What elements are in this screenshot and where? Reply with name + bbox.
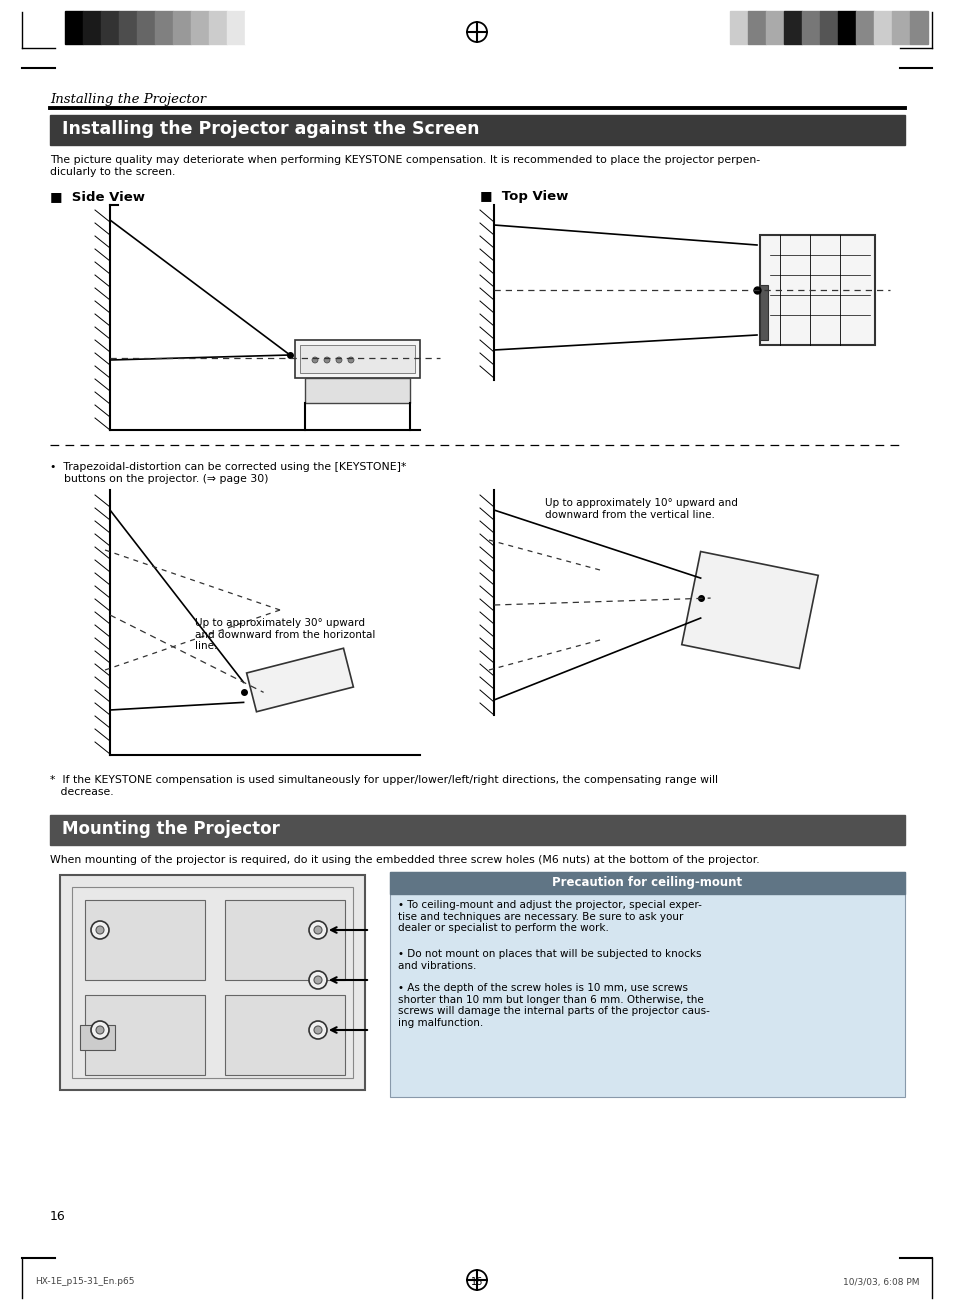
Bar xyxy=(65,11,83,45)
Text: • As the depth of the screw holes is 10 mm, use screws
shorter than 10 mm but lo: • As the depth of the screw holes is 10 … xyxy=(397,983,709,1028)
Text: ■  Side View: ■ Side View xyxy=(50,190,145,204)
Bar xyxy=(760,285,767,340)
Bar xyxy=(137,11,154,45)
Circle shape xyxy=(309,972,327,989)
Bar xyxy=(71,888,353,1078)
Bar xyxy=(85,899,205,979)
Bar xyxy=(245,11,263,45)
Bar xyxy=(299,345,415,373)
Text: 16: 16 xyxy=(50,1211,66,1222)
Bar xyxy=(80,1025,115,1050)
Bar xyxy=(390,872,904,894)
Circle shape xyxy=(324,357,330,362)
Bar xyxy=(855,11,873,45)
Circle shape xyxy=(309,1022,327,1039)
Circle shape xyxy=(314,926,322,934)
Bar xyxy=(765,11,783,45)
Bar xyxy=(225,899,345,979)
Polygon shape xyxy=(246,649,353,712)
Text: *  If the KEYSTONE compensation is used simultaneously for upper/lower/left/righ: * If the KEYSTONE compensation is used s… xyxy=(50,775,718,797)
Text: Up to approximately 30° upward
and downward from the horizontal
line.: Up to approximately 30° upward and downw… xyxy=(194,618,375,651)
Circle shape xyxy=(91,1022,109,1039)
Bar xyxy=(225,995,345,1075)
Circle shape xyxy=(335,357,341,362)
Bar xyxy=(783,11,801,45)
Text: When mounting of the projector is required, do it using the embedded three screw: When mounting of the projector is requir… xyxy=(50,855,759,865)
Bar xyxy=(209,11,227,45)
Bar xyxy=(101,11,119,45)
Bar xyxy=(909,11,927,45)
Text: Precaution for ceiling-mount: Precaution for ceiling-mount xyxy=(552,876,741,889)
Bar xyxy=(50,116,904,144)
Bar xyxy=(154,11,172,45)
Bar xyxy=(119,11,137,45)
Text: • To ceiling-mount and adjust the projector, special exper-
tise and techniques : • To ceiling-mount and adjust the projec… xyxy=(397,899,701,934)
Circle shape xyxy=(314,1025,322,1035)
Bar xyxy=(60,874,365,1090)
Bar xyxy=(50,815,904,846)
Bar xyxy=(820,11,837,45)
Text: Up to approximately 10° upward and
downward from the vertical line.: Up to approximately 10° upward and downw… xyxy=(544,498,737,520)
Circle shape xyxy=(314,976,322,983)
Circle shape xyxy=(309,920,327,939)
Polygon shape xyxy=(681,551,818,668)
Text: • Do not mount on places that will be subjected to knocks
and vibrations.: • Do not mount on places that will be su… xyxy=(397,949,700,970)
Bar xyxy=(747,11,765,45)
Text: The picture quality may deteriorate when performing KEYSTONE compensation. It is: The picture quality may deteriorate when… xyxy=(50,155,760,177)
Circle shape xyxy=(348,357,354,362)
Text: Mounting the Projector: Mounting the Projector xyxy=(62,821,279,838)
Bar xyxy=(760,235,874,345)
Text: Installing the Projector: Installing the Projector xyxy=(50,93,206,106)
Bar xyxy=(729,11,747,45)
Bar xyxy=(294,340,419,378)
Bar xyxy=(172,11,191,45)
Bar xyxy=(83,11,101,45)
Bar xyxy=(227,11,245,45)
Bar xyxy=(390,872,904,1096)
Bar xyxy=(305,378,410,403)
Bar xyxy=(85,995,205,1075)
Text: 10/3/03, 6:08 PM: 10/3/03, 6:08 PM xyxy=(842,1278,919,1287)
Circle shape xyxy=(96,926,104,934)
Bar xyxy=(873,11,891,45)
Circle shape xyxy=(312,357,317,362)
Text: •  Trapezoidal-distortion can be corrected using the [KEYSTONE]*
    buttons on : • Trapezoidal-distortion can be correcte… xyxy=(50,462,406,483)
Bar xyxy=(891,11,909,45)
Bar xyxy=(191,11,209,45)
Circle shape xyxy=(96,1025,104,1035)
Bar xyxy=(801,11,820,45)
Text: HX-1E_p15-31_En.p65: HX-1E_p15-31_En.p65 xyxy=(35,1278,134,1287)
Circle shape xyxy=(91,920,109,939)
Text: 16: 16 xyxy=(471,1278,482,1287)
Text: Installing the Projector against the Screen: Installing the Projector against the Scr… xyxy=(62,119,479,138)
Bar xyxy=(837,11,855,45)
Text: ■  Top View: ■ Top View xyxy=(479,190,568,204)
